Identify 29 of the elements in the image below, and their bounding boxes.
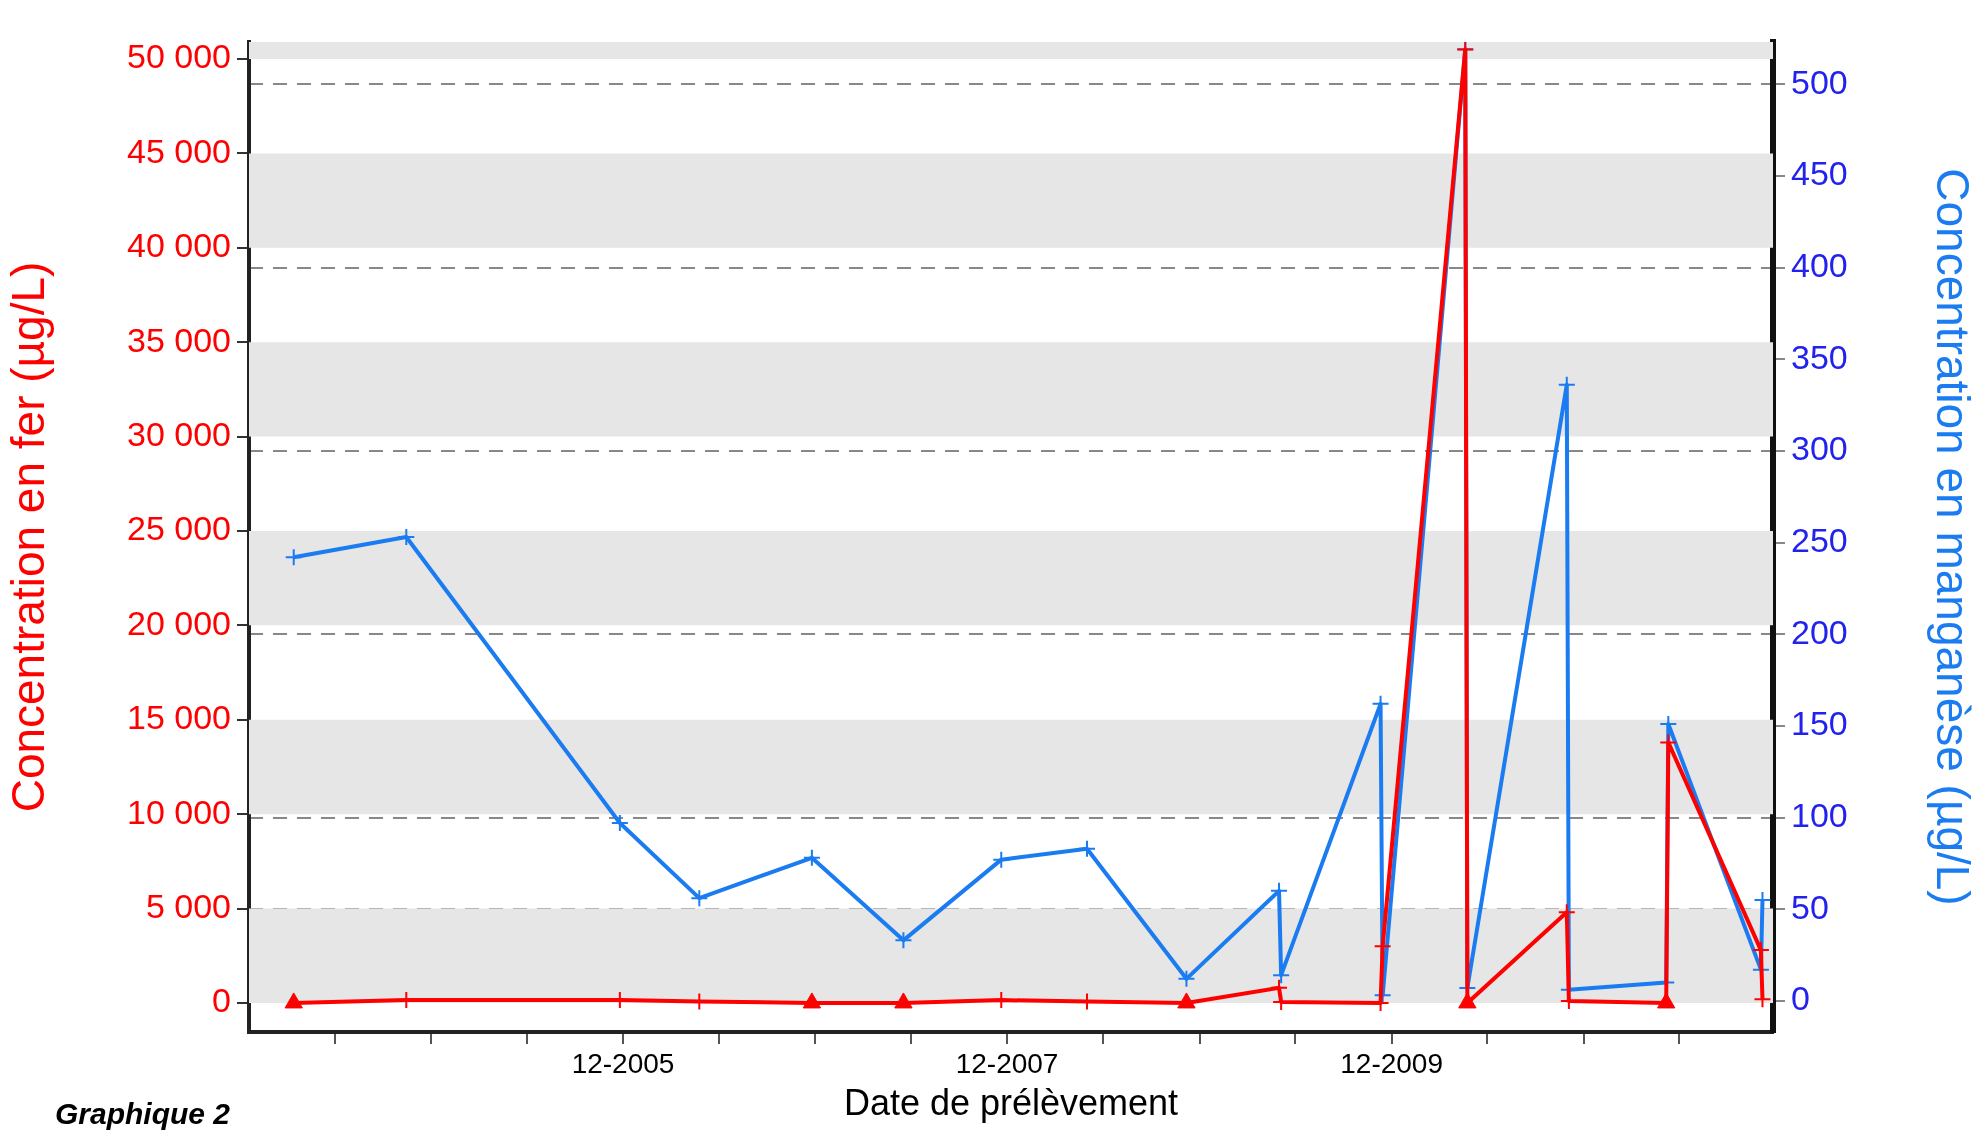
x-tick-label: 12-2005 (571, 1047, 675, 1079)
y-tick-label: 40 000 (127, 226, 231, 265)
y-tick-label: 0 (212, 981, 231, 1020)
y-tick-label: 50 000 (127, 37, 231, 76)
y2-tick-label: 300 (1791, 429, 1848, 468)
y2-axis-title: Concentration en manganèse (µg/L) (1926, 168, 1979, 906)
y2-tick-label: 350 (1791, 337, 1848, 376)
y-tick-label: 5 000 (145, 886, 231, 925)
y-tick-label: 15 000 (127, 698, 231, 737)
y2-tick-label: 200 (1791, 612, 1848, 651)
y2-tick-label: 150 (1791, 704, 1848, 743)
x-tick-label: 12-2007 (955, 1047, 1059, 1079)
y2-tick-label: 0 (1791, 979, 1810, 1018)
y2-tick-label: 500 (1791, 62, 1848, 101)
y-tick-label: 10 000 (127, 792, 231, 831)
y-axis-title: Concentration en fer (µg/L) (2, 261, 55, 813)
y2-tick-label: 450 (1791, 154, 1848, 193)
y-tick-label: 30 000 (127, 414, 231, 453)
y2-tick-label: 250 (1791, 520, 1848, 559)
x-tick-label: 12-2009 (1340, 1047, 1443, 1079)
y-tick-label: 35 000 (127, 320, 231, 359)
y2-tick-label: 50 (1791, 887, 1829, 926)
y2-tick-label: 400 (1791, 245, 1848, 284)
y2-tick-label: 100 (1791, 795, 1848, 834)
y-tick-label: 45 000 (127, 131, 231, 170)
x-axis-title: Date de prélèvement (843, 1082, 1179, 1124)
text: Graphique 2 (55, 1097, 231, 1130)
y-tick-label: 25 000 (127, 509, 231, 548)
y-tick-label: 20 000 (127, 603, 231, 642)
